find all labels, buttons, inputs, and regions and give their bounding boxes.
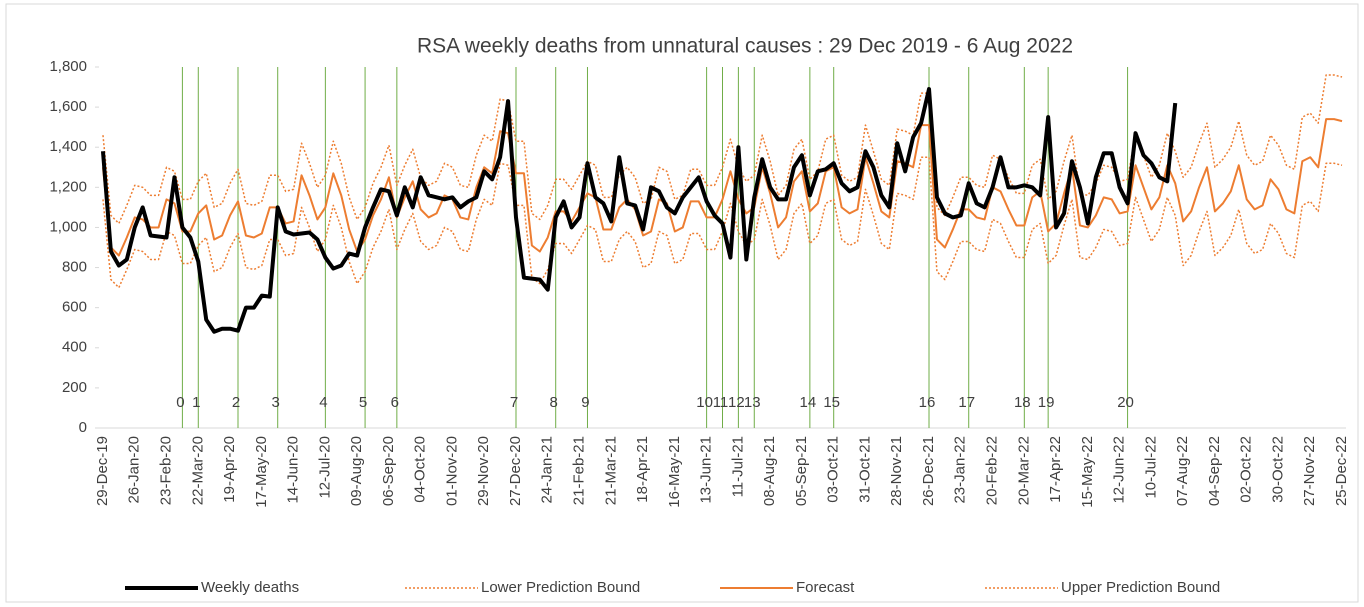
x-tick-label: 09-Aug-20 <box>348 436 365 506</box>
x-tick-label: 20-Mar-22 <box>1015 436 1032 505</box>
legend-label: Weekly deaths <box>201 579 299 596</box>
event-label: 13 <box>744 394 761 411</box>
event-label: 15 <box>823 394 840 411</box>
event-label: 8 <box>550 394 558 411</box>
y-tick-label: 200 <box>62 379 87 396</box>
x-tick-label: 14-Jun-20 <box>285 436 302 504</box>
x-tick-label: 26-Jan-20 <box>126 436 143 504</box>
x-tick-label: 18-Apr-21 <box>634 436 651 503</box>
x-tick-label: 05-Sep-21 <box>793 436 810 506</box>
y-tick-label: 1,000 <box>49 218 87 235</box>
x-tick-label: 27-Dec-20 <box>507 436 524 506</box>
x-tick-label: 21-Feb-21 <box>571 436 588 505</box>
x-tick-label: 21-Mar-21 <box>602 436 619 505</box>
x-tick-label: 15-May-22 <box>1079 436 1096 508</box>
event-label: 3 <box>272 394 280 411</box>
x-tick-label: 30-Oct-22 <box>1269 436 1286 503</box>
x-tick-label: 29-Dec-19 <box>94 436 111 506</box>
event-label: 19 <box>1038 394 1055 411</box>
event-label: 1 <box>192 394 200 411</box>
event-label: 5 <box>359 394 367 411</box>
x-tick-label: 25-Dec-22 <box>1333 436 1350 506</box>
x-tick-label: 23-Jan-22 <box>952 436 969 504</box>
event-label: 17 <box>958 394 975 411</box>
x-tick-label: 04-Sep-22 <box>1206 436 1223 506</box>
x-tick-label: 22-Mar-20 <box>189 436 206 505</box>
y-tick-label: 600 <box>62 299 87 316</box>
y-tick-label: 0 <box>79 419 87 436</box>
x-tick-label: 20-Feb-22 <box>984 436 1001 505</box>
x-tick-label: 31-Oct-21 <box>856 436 873 503</box>
event-label: 4 <box>319 394 327 411</box>
x-tick-label: 26-Dec-21 <box>920 436 937 506</box>
y-tick-label: 400 <box>62 339 87 356</box>
chart-title: RSA weekly deaths from unnatural causes … <box>417 35 1073 58</box>
event-label: 2 <box>232 394 240 411</box>
legend-label: Forecast <box>796 579 855 596</box>
x-tick-label: 10-Jul-22 <box>1142 436 1159 499</box>
x-tick-label: 16-May-21 <box>666 436 683 508</box>
legend-label: Lower Prediction Bound <box>481 579 640 596</box>
event-label: 6 <box>391 394 399 411</box>
event-label: 20 <box>1117 394 1134 411</box>
x-tick-label: 02-Oct-22 <box>1238 436 1255 503</box>
event-label: 9 <box>581 394 589 411</box>
y-tick-label: 1,400 <box>49 138 87 155</box>
y-tick-label: 1,200 <box>49 178 87 195</box>
series-line <box>100 87 1178 334</box>
x-tick-label: 12-Jun-22 <box>1111 436 1128 504</box>
x-tick-label: 19-Apr-20 <box>221 436 238 503</box>
legend-label: Upper Prediction Bound <box>1061 579 1220 596</box>
x-tick-label: 24-Jan-21 <box>539 436 556 504</box>
x-tick-label: 07-Aug-22 <box>1174 436 1191 506</box>
x-tick-label: 01-Nov-20 <box>443 436 460 506</box>
x-tick-label: 13-Jun-21 <box>698 436 715 504</box>
event-label: 11 <box>713 394 729 411</box>
x-tick-label: 28-Nov-21 <box>888 436 905 506</box>
event-label: 12 <box>728 394 745 411</box>
series-line <box>101 118 1343 257</box>
x-tick-label: 06-Sep-20 <box>380 436 397 506</box>
x-tick-label: 04-Oct-20 <box>412 436 429 503</box>
event-label: 7 <box>510 394 518 411</box>
x-tick-label: 11-Jul-21 <box>729 436 746 497</box>
x-tick-label: 08-Aug-21 <box>761 436 778 506</box>
y-tick-label: 1,800 <box>49 58 87 75</box>
x-tick-label: 03-Oct-21 <box>825 436 842 503</box>
y-tick-label: 800 <box>62 259 87 276</box>
x-tick-label: 17-May-20 <box>253 436 270 508</box>
x-tick-label: 17-Apr-22 <box>1047 436 1064 503</box>
event-label: 0 <box>176 394 184 411</box>
x-tick-label: 23-Feb-20 <box>157 436 174 505</box>
x-tick-label: 29-Nov-20 <box>475 436 492 506</box>
y-tick-label: 1,600 <box>49 98 87 115</box>
x-tick-label: 27-Nov-22 <box>1301 436 1318 506</box>
event-label: 16 <box>919 394 936 411</box>
x-tick-label: 12-Jul-20 <box>316 436 333 499</box>
event-label: 14 <box>800 394 817 411</box>
event-label: 10 <box>696 394 713 411</box>
chart-frame <box>5 3 1359 603</box>
event-label: 18 <box>1014 394 1031 411</box>
